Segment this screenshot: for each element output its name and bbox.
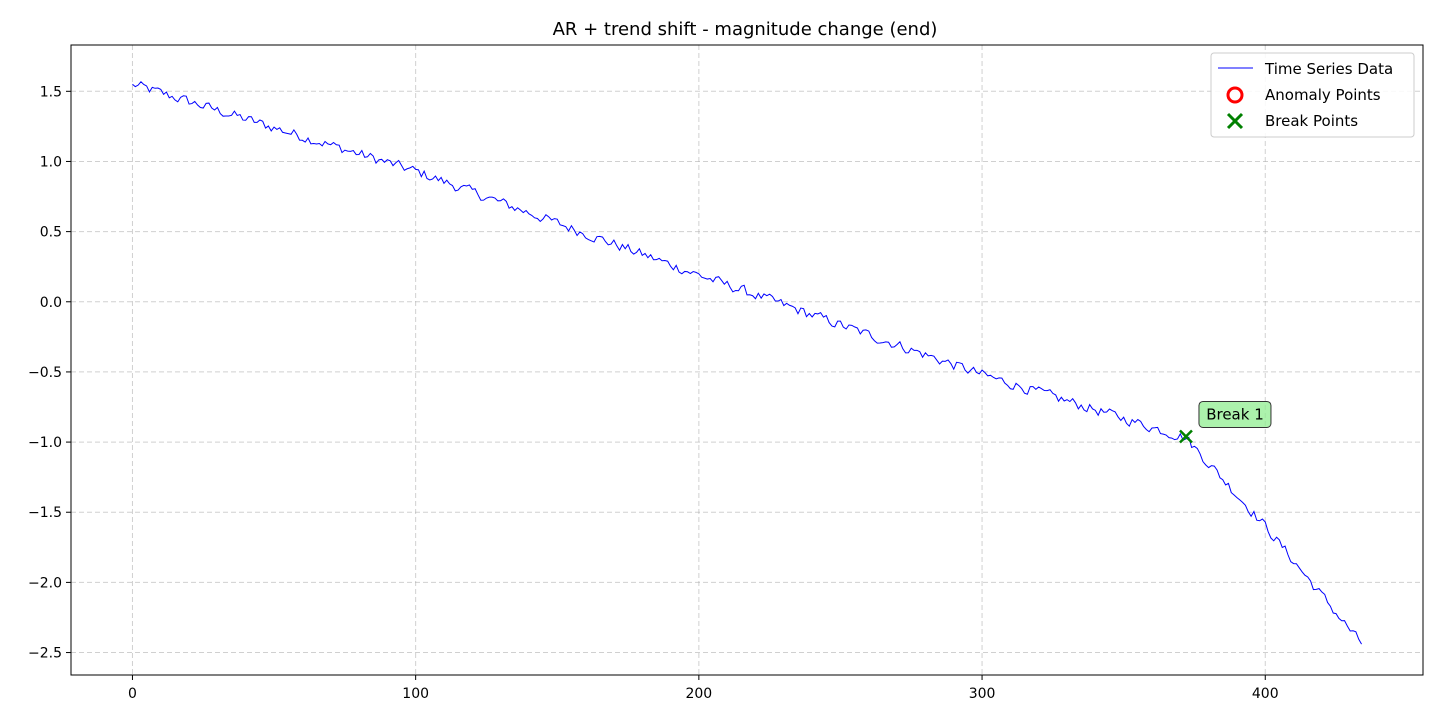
x-tick-label: 0 bbox=[128, 686, 137, 702]
legend-label: Anomaly Points bbox=[1265, 86, 1381, 104]
legend-circle-swatch bbox=[1226, 86, 1244, 104]
y-tick-label: −0.5 bbox=[28, 365, 62, 381]
marker-layer: Break 1 bbox=[1179, 400, 1272, 444]
legend-frame bbox=[1210, 52, 1415, 138]
x-tick-label: 300 bbox=[969, 686, 996, 702]
break-label-box bbox=[1198, 400, 1272, 428]
legend-x-swatch bbox=[1226, 112, 1244, 130]
legend: Time Series Data Anomaly Points Break Poin… bbox=[1210, 52, 1415, 138]
y-tick-label: −2.0 bbox=[28, 575, 62, 591]
grid-layer bbox=[71, 45, 1423, 675]
y-tick-label: −2.5 bbox=[28, 646, 62, 662]
y-tick-label: −1.0 bbox=[28, 435, 62, 451]
y-tick-label: 0.5 bbox=[40, 225, 62, 241]
y-tick-label: 1.0 bbox=[40, 154, 62, 170]
break-label: Break 1 bbox=[1206, 405, 1264, 423]
legend-label: Time Series Data bbox=[1264, 60, 1393, 78]
y-tick-label: 0.0 bbox=[40, 295, 62, 311]
y-tick-label: −1.5 bbox=[28, 505, 62, 521]
chart-title: AR + trend shift - magnitude change (end… bbox=[553, 19, 938, 40]
break-point-marker bbox=[1179, 429, 1193, 444]
break-marker-stroke bbox=[1179, 429, 1193, 444]
y-tick-label: 1.5 bbox=[40, 84, 62, 100]
legend-label: Break Points bbox=[1265, 112, 1358, 130]
series-layer bbox=[132, 81, 1362, 645]
axis-layer: 0 100 200 300 400 1.5 1.0 0.5 0.0 −0.5 −1.0 −1.5 −2.… bbox=[28, 84, 1279, 702]
x-tick-label: 100 bbox=[402, 686, 429, 702]
plot-frame bbox=[70, 44, 1424, 676]
series-line bbox=[132, 81, 1362, 645]
x-tick-label: 200 bbox=[685, 686, 712, 702]
x-tick-label: 400 bbox=[1252, 686, 1279, 702]
